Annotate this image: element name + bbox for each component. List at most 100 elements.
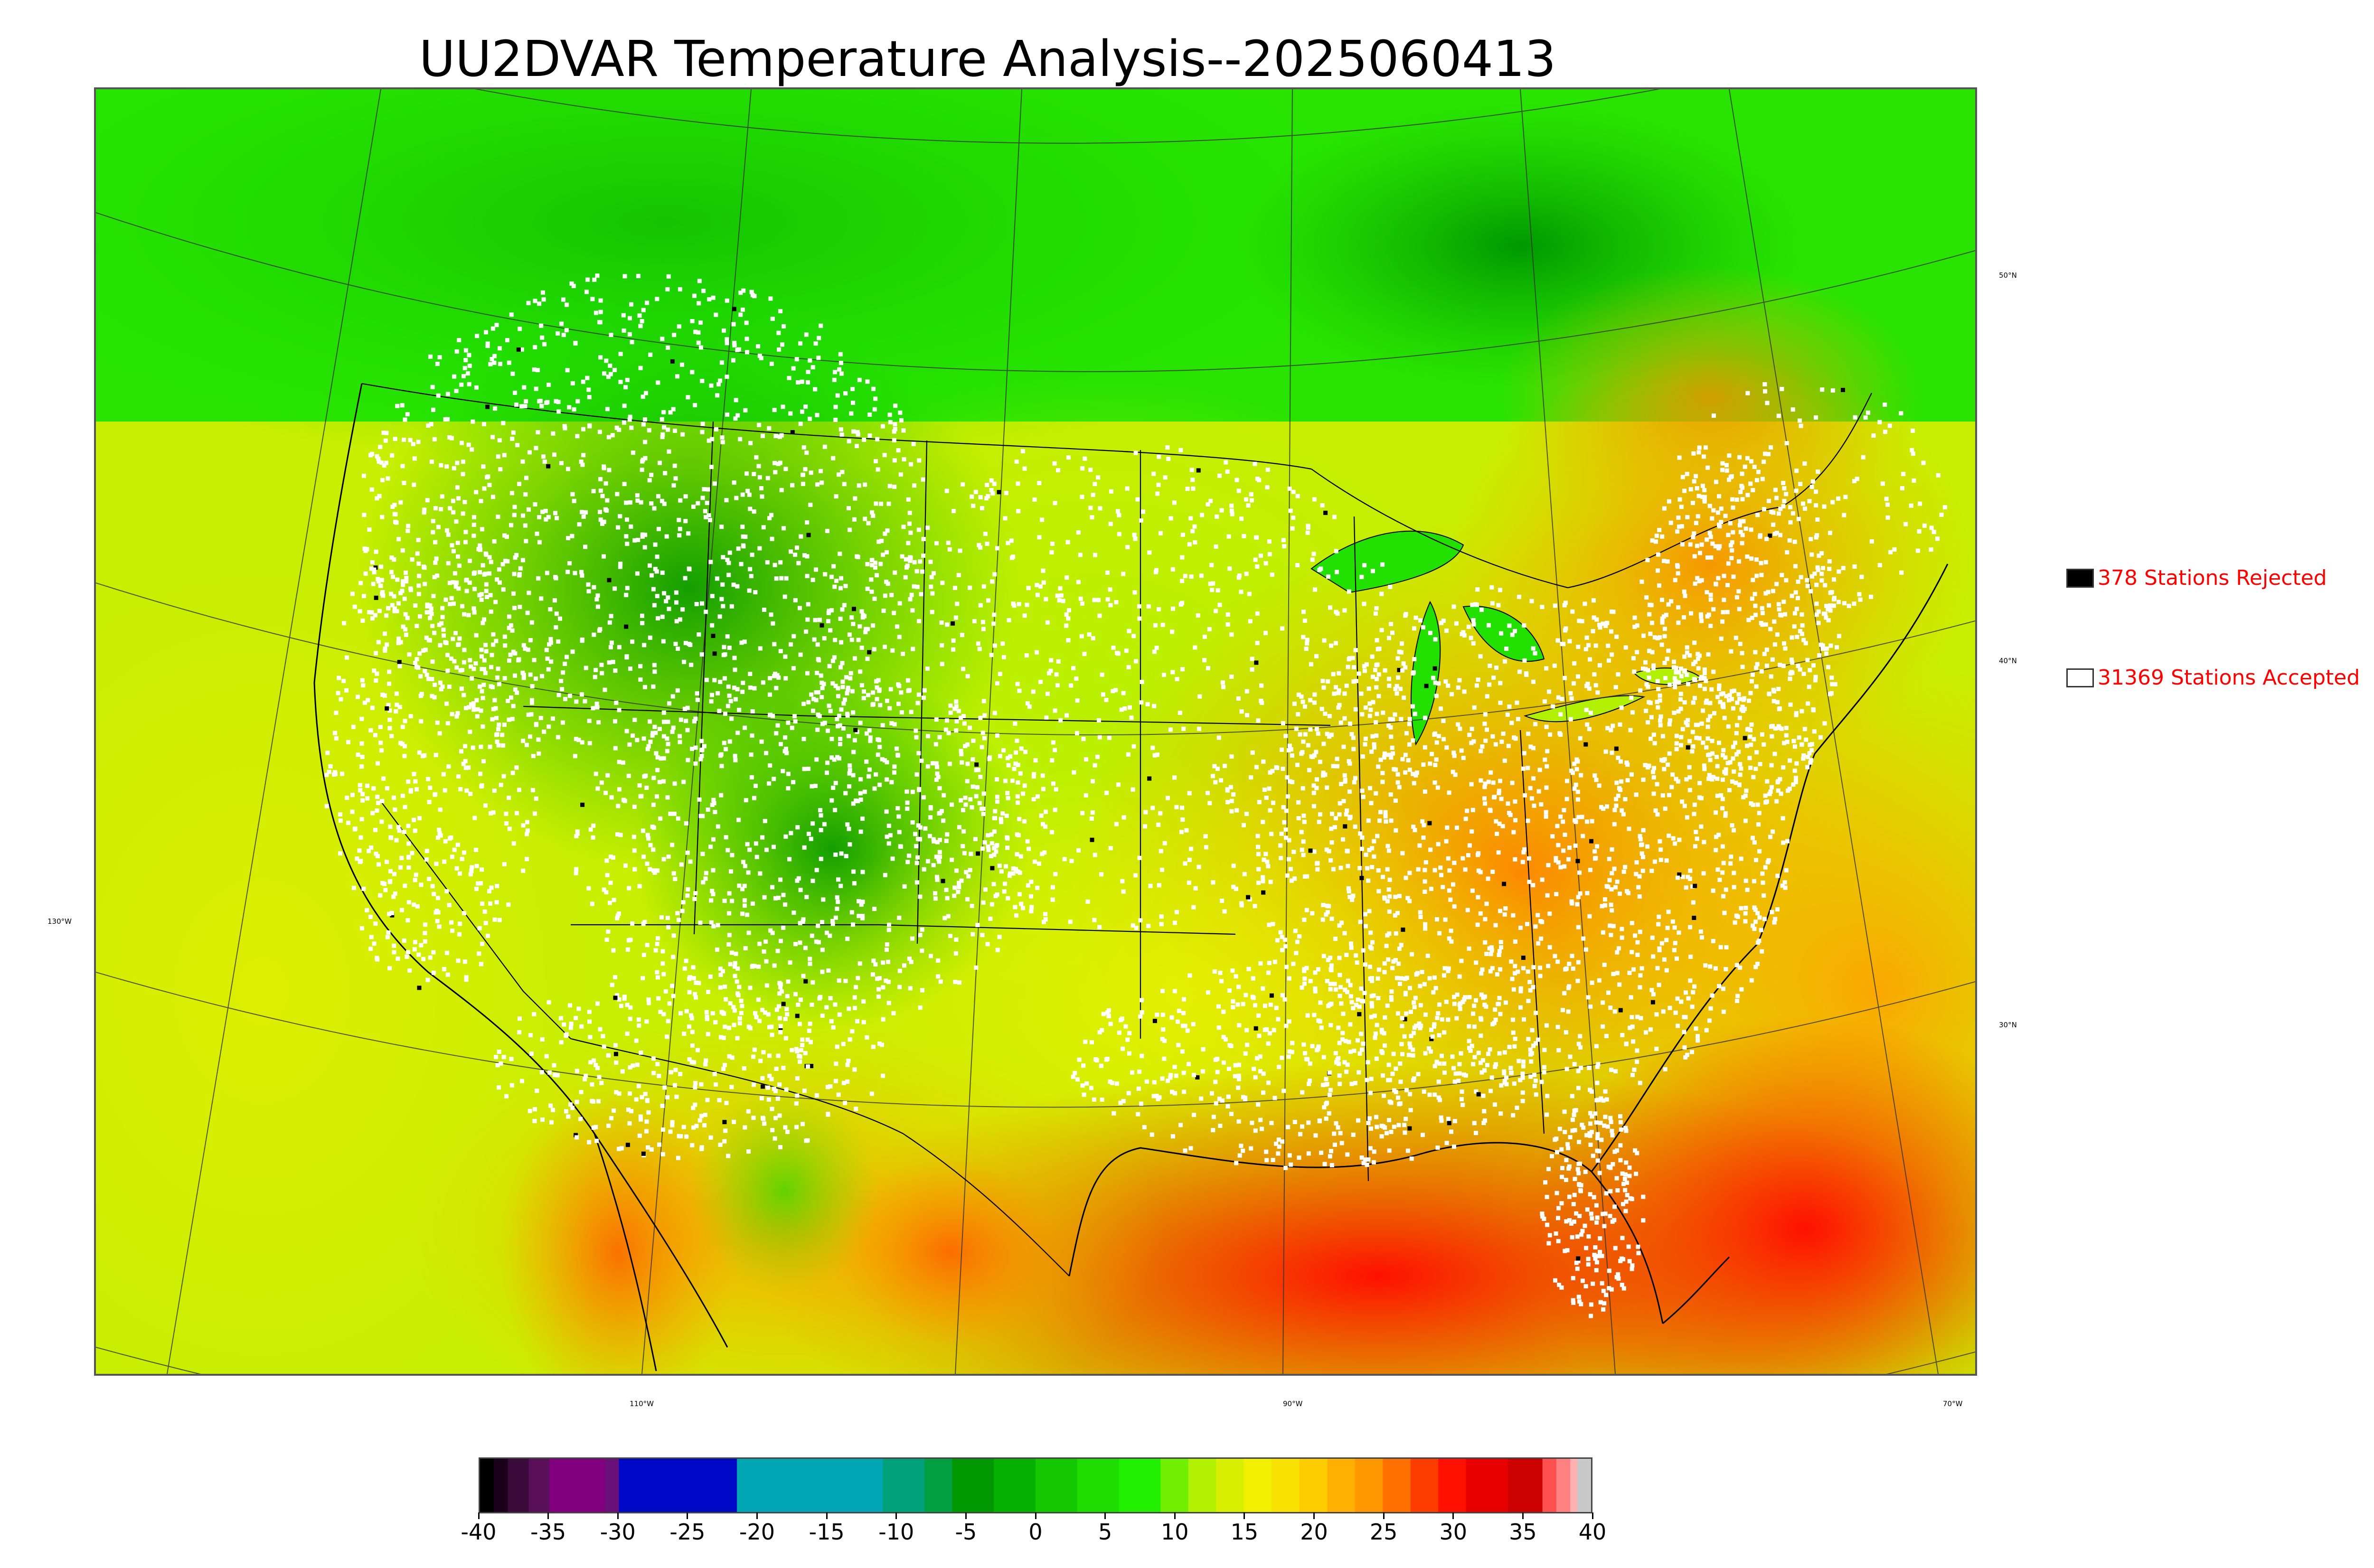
station-accepted (1635, 1014, 1640, 1019)
station-accepted (746, 930, 751, 935)
station-accepted (1672, 711, 1677, 715)
station-accepted (1311, 790, 1316, 795)
station-accepted (1731, 706, 1735, 711)
station-accepted (1630, 1024, 1635, 1029)
station-accepted (1381, 1073, 1385, 1078)
station-accepted (600, 671, 604, 676)
station-accepted (833, 370, 837, 375)
station-accepted (1593, 643, 1598, 648)
station-accepted (739, 562, 744, 566)
station-accepted (905, 860, 910, 864)
station-accepted (956, 573, 961, 577)
station-accepted (1229, 754, 1234, 759)
station-accepted (480, 901, 485, 906)
station-accepted (1014, 913, 1018, 918)
station-accepted (1647, 612, 1652, 617)
station-accepted (1740, 471, 1744, 476)
station-accepted (1296, 800, 1301, 805)
station-accepted (1605, 804, 1609, 809)
station-accepted (570, 381, 575, 385)
station-accepted (1475, 853, 1480, 857)
station-accepted (1794, 607, 1799, 611)
station-accepted (430, 694, 434, 698)
station-accepted (664, 534, 669, 539)
station-accepted (402, 829, 406, 834)
station-accepted (757, 475, 762, 479)
station-accepted (396, 636, 401, 641)
station-accepted (851, 922, 856, 927)
station-accepted (1300, 699, 1305, 704)
station-accepted (1116, 782, 1121, 787)
station-accepted (387, 726, 392, 731)
station-accepted (624, 729, 629, 733)
station-accepted (1708, 1006, 1713, 1011)
station-accepted (1080, 495, 1084, 499)
station-accepted (1712, 711, 1716, 715)
station-accepted (1346, 864, 1350, 868)
station-accepted (1347, 657, 1351, 662)
station-accepted (332, 731, 337, 735)
station-accepted (540, 674, 544, 678)
station-accepted (1837, 634, 1841, 638)
station-accepted (1715, 867, 1720, 872)
station-accepted (1821, 566, 1825, 571)
station-accepted (1532, 1084, 1537, 1089)
station-accepted (1134, 926, 1139, 930)
station-accepted (1687, 788, 1692, 792)
station-accepted (866, 693, 871, 697)
station-accepted (651, 587, 656, 592)
station-accepted (542, 460, 547, 464)
station-accepted (870, 558, 875, 563)
station-accepted (434, 862, 439, 866)
station-accepted (1741, 519, 1746, 524)
station-accepted (513, 687, 518, 692)
station-accepted (1734, 498, 1739, 502)
station-accepted (734, 398, 738, 403)
station-accepted (709, 699, 714, 704)
station-accepted (820, 920, 824, 924)
station-accepted (809, 836, 813, 841)
station-accepted (745, 488, 750, 493)
station-accepted (1366, 818, 1371, 823)
station-accepted (1670, 772, 1675, 777)
station-accepted (857, 624, 862, 629)
station-accepted (951, 647, 956, 652)
station-accepted (1483, 917, 1488, 921)
station-accepted (718, 679, 723, 684)
station-accepted (1253, 904, 1257, 909)
station-accepted (1486, 1052, 1491, 1056)
station-accepted (687, 641, 691, 646)
station-accepted (1570, 1094, 1574, 1099)
station-accepted (1411, 738, 1415, 743)
station-accepted (1170, 670, 1175, 675)
station-accepted (1708, 592, 1713, 597)
station-accepted (1762, 507, 1766, 511)
station-accepted (1460, 1089, 1464, 1094)
station-accepted (981, 900, 986, 905)
station-accepted (1521, 1064, 1526, 1069)
station-accepted (413, 661, 418, 665)
station-accepted (1511, 830, 1516, 835)
station-accepted (778, 560, 783, 565)
station-accepted (1044, 809, 1048, 814)
station-accepted (1739, 906, 1743, 911)
station-accepted (1220, 899, 1225, 903)
station-accepted (933, 891, 938, 896)
station-accepted (1745, 743, 1750, 748)
station-accepted (1100, 672, 1104, 677)
station-accepted (541, 454, 546, 459)
station-accepted (403, 883, 407, 888)
station-accepted (659, 915, 664, 920)
station-accepted (1025, 602, 1029, 607)
station-accepted (1310, 911, 1315, 916)
station-accepted (1423, 926, 1428, 931)
station-accepted (801, 917, 806, 922)
station-accepted (995, 795, 999, 799)
station-accepted (1390, 630, 1394, 635)
station-accepted (1180, 806, 1185, 810)
station-accepted (449, 835, 453, 840)
station-accepted (1493, 742, 1498, 747)
station-accepted (1413, 615, 1418, 620)
station-accepted (1667, 833, 1671, 838)
station-accepted (1219, 508, 1224, 513)
